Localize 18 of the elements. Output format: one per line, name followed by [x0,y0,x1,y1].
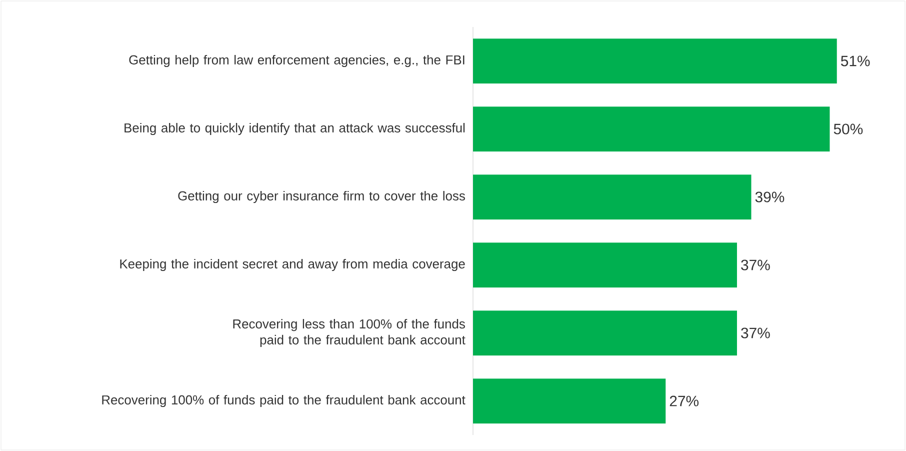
data-label: 37% [741,328,770,338]
bar [473,106,830,152]
bar [473,378,666,424]
y-tick-label: Getting our cyber insurance firm to cover the loss [178,190,465,204]
data-label: 37% [741,260,770,270]
y-tick-label: Recovering 100% of funds paid to the fraudulent bank account [102,394,466,408]
y-tick-label: Getting help from law enforcement agencies, e.g., the FBI [129,54,464,68]
bar [473,310,737,356]
bar [473,174,752,220]
data-label: 39% [755,192,784,202]
y-tick-label: Keeping the incident secret and away from media coverage [120,258,465,272]
data-label: 50% [834,124,863,134]
bar [473,38,837,84]
y-tick-label: Being able to quickly identify that an attack was successful [124,122,465,136]
y-tick-label: Recovering less than 100% of the funds paid to the fraudulent bank account [233,318,466,348]
data-label: 27% [670,396,699,406]
data-label: 51% [840,56,870,66]
bar [473,242,737,288]
